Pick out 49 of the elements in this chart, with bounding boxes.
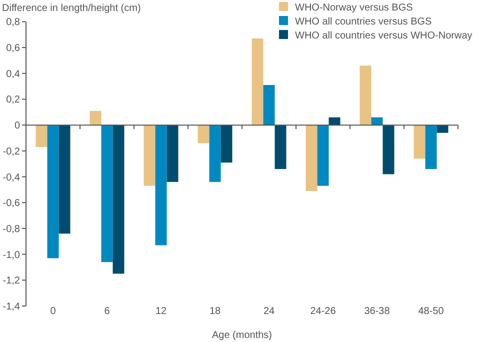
bar	[382, 125, 394, 174]
y-tick-label: 0,6	[6, 43, 20, 54]
y-tick-label: -1,4	[2, 302, 20, 312]
legend-label: WHO all countries versus WHO-Norway	[295, 30, 472, 42]
bar	[414, 125, 426, 159]
x-tick-label: 24	[263, 306, 275, 317]
x-tick-label: 24-26	[310, 306, 336, 317]
bar	[166, 125, 178, 182]
y-axis-title: Difference in length/height (cm)	[2, 3, 141, 14]
bar	[112, 125, 124, 274]
x-axis-title: Age (months)	[212, 330, 272, 341]
y-tick-label: 0,8	[6, 17, 20, 28]
bar	[360, 66, 372, 126]
y-tick-label: -0,6	[2, 198, 20, 210]
bar	[263, 85, 275, 126]
y-tick-label: -0,2	[2, 146, 20, 158]
bar	[436, 125, 448, 133]
x-tick-label: 36-38	[364, 306, 390, 317]
y-tick-label: 0	[14, 120, 20, 132]
x-tick-label: 0	[50, 306, 56, 317]
y-tick-label: -1,0	[2, 250, 20, 261]
bar	[90, 110, 102, 126]
bar	[101, 125, 113, 262]
bar	[328, 117, 340, 126]
bar	[220, 125, 232, 163]
y-tick-label: -1,2	[2, 276, 20, 287]
y-tick-label: -0,4	[2, 172, 20, 184]
bar	[252, 38, 264, 126]
y-tick-label: 0,4	[6, 68, 20, 80]
bar	[209, 125, 221, 182]
bar	[317, 125, 329, 186]
bar	[425, 125, 437, 170]
x-tick-label: 18	[209, 306, 221, 317]
y-tick-label: 0,2	[6, 94, 20, 106]
x-tick-label: 12	[155, 306, 167, 317]
bar	[198, 125, 210, 144]
bar	[58, 125, 70, 234]
y-tick-label: -0,8	[2, 224, 20, 235]
bar	[306, 125, 318, 191]
bar	[47, 125, 59, 258]
bar	[371, 117, 383, 126]
legend-label: WHO all countries versus BGS	[295, 16, 432, 28]
bar	[155, 125, 167, 246]
bar	[274, 125, 286, 170]
legend-label: WHO-Norway versus BGS	[295, 2, 414, 14]
bar	[144, 125, 156, 186]
bar	[36, 125, 48, 148]
x-tick-label: 48-50	[418, 306, 444, 317]
x-tick-label: 6	[104, 306, 110, 317]
